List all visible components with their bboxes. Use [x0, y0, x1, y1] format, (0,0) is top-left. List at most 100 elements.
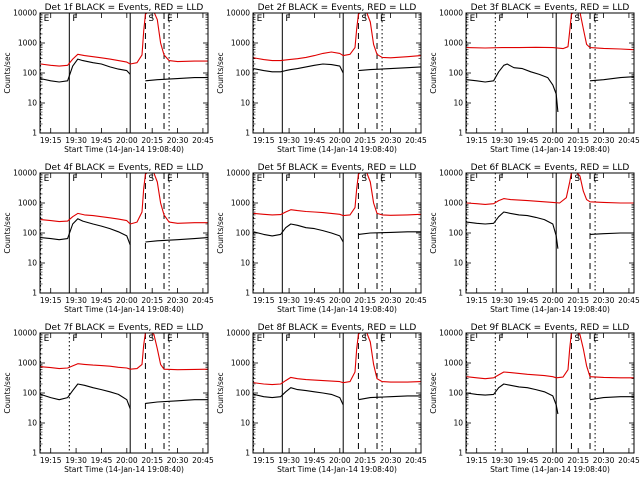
x-tick-label: 20:45 [618, 296, 640, 305]
x-tick-label: 19:45 [517, 296, 539, 305]
chart-title: Det 6f BLACK = Events, RED = LLD [471, 163, 630, 173]
marker-label: E [470, 14, 476, 24]
x-tick-label: 20:00 [116, 136, 138, 145]
y-tick-label: 1000 [444, 39, 463, 48]
plot-frame [39, 12, 209, 134]
chart-title: Det 3f BLACK = Events, RED = LLD [471, 3, 630, 13]
chart-title: Det 1f BLACK = Events, RED = LLD [45, 3, 204, 13]
chart-title: Det 5f BLACK = Events, RED = LLD [258, 163, 417, 173]
marker-label: F [72, 174, 77, 184]
chart-title: Det 8f BLACK = Events, RED = LLD [258, 323, 417, 333]
marker-label: F [498, 14, 503, 24]
x-axis-label: Start Time (14-Jan-14 19:08:40) [64, 465, 184, 474]
marker-label: E [470, 334, 476, 344]
x-tick-label: 20:15 [141, 296, 163, 305]
y-tick-label: 10000 [226, 329, 250, 338]
x-tick-label: 20:00 [542, 136, 564, 145]
x-tick-label: 19:15 [253, 136, 275, 145]
y-tick-label: 1 [458, 129, 463, 138]
x-tick-label: 19:15 [253, 296, 275, 305]
x-axis-label: Start Time (14-Jan-14 19:08:40) [490, 145, 610, 154]
marker-label: F [285, 14, 290, 24]
y-tick-label: 10 [27, 419, 37, 428]
marker-label: E [593, 334, 599, 344]
marker-label: F [72, 14, 77, 24]
y-tick-label: 1 [245, 129, 250, 138]
x-tick-label: 20:00 [329, 136, 351, 145]
x-tick-label: 19:45 [91, 136, 113, 145]
series-line-lld [253, 13, 421, 62]
marker-label: E [380, 14, 386, 24]
chart-panel-2: Det 2f BLACK = Events, RED = LLD 1 10 100 10… [216, 3, 427, 154]
chart-panel-8: Det 8f BLACK = Events, RED = LLD 1 10 100 10… [216, 323, 427, 474]
marker-label: E [593, 14, 599, 24]
x-tick-label: 20:15 [141, 456, 163, 465]
y-tick-label: 1000 [18, 359, 37, 368]
x-tick-label: 20:15 [354, 456, 376, 465]
chart-panel-4: Det 4f BLACK = Events, RED = LLD 1 10 100 10… [3, 163, 214, 314]
marker-label: E [593, 174, 599, 184]
chart-panel-9: Det 9f BLACK = Events, RED = LLD 1 10 100 10… [429, 323, 640, 474]
y-tick-label: 1000 [231, 199, 250, 208]
x-tick-label: 20:45 [618, 136, 640, 145]
x-tick-label: 20:00 [329, 296, 351, 305]
chart-panel-5: Det 5f BLACK = Events, RED = LLD 1 10 100 10… [216, 163, 427, 314]
y-tick-label: 1000 [444, 359, 463, 368]
x-tick-label: 19:30 [491, 136, 513, 145]
x-tick-label: 20:45 [405, 456, 427, 465]
x-tick-label: 19:45 [304, 296, 326, 305]
plot-frame [465, 172, 635, 294]
x-tick-label: 20:30 [593, 296, 615, 305]
y-tick-label: 10000 [439, 329, 463, 338]
chart-panel-7: Det 7f BLACK = Events, RED = LLD 1 10 100 10… [3, 323, 214, 474]
x-tick-label: 19:15 [40, 296, 62, 305]
series-group [466, 333, 634, 415]
series-line-events [253, 63, 421, 74]
series-line-events [253, 387, 421, 406]
x-axis-label: Start Time (14-Jan-14 19:08:40) [277, 465, 397, 474]
series-line-events [40, 218, 208, 246]
y-axis-label: Counts/sec [429, 372, 438, 413]
x-tick-label: 19:15 [466, 456, 488, 465]
marker-label: E [257, 14, 263, 24]
x-tick-label: 20:30 [167, 456, 189, 465]
chart-title: Det 9f BLACK = Events, RED = LLD [471, 323, 630, 333]
marker-label: S [148, 334, 154, 344]
marker-label: E [470, 174, 476, 184]
x-tick-label: 20:00 [116, 296, 138, 305]
y-axis-label: Counts/sec [429, 52, 438, 93]
x-tick-label: 19:30 [278, 296, 300, 305]
series-group [253, 13, 421, 74]
x-tick-label: 20:00 [329, 456, 351, 465]
y-tick-label: 10 [453, 259, 463, 268]
chart-panel-1: Det 1f BLACK = Events, RED = LLD 1 10 100 10… [3, 3, 214, 154]
y-axis-label: Counts/sec [3, 372, 12, 413]
y-axis-label: Counts/sec [3, 52, 12, 93]
marker-label: S [574, 14, 580, 24]
series-line-lld [466, 173, 634, 205]
y-tick-label: 10 [240, 419, 250, 428]
x-tick-label: 19:30 [65, 136, 87, 145]
marker-label: E [380, 174, 386, 184]
series-line-lld [253, 173, 421, 217]
series-group [466, 173, 634, 249]
series-line-events [466, 211, 634, 249]
marker-label: E [44, 174, 50, 184]
y-tick-label: 1 [32, 129, 37, 138]
x-tick-label: 20:30 [593, 136, 615, 145]
series-line-events [40, 58, 208, 83]
x-tick-label: 20:45 [405, 136, 427, 145]
series-line-events [40, 383, 208, 409]
series-group [466, 13, 634, 113]
series-line-lld [40, 13, 208, 67]
chart-panel-3: Det 3f BLACK = Events, RED = LLD 1 10 100 10… [429, 3, 640, 154]
plot-frame [465, 332, 635, 454]
y-tick-label: 1 [32, 289, 37, 298]
chart-title: Det 7f BLACK = Events, RED = LLD [45, 323, 204, 333]
y-tick-label: 100 [236, 69, 251, 78]
marker-label: S [574, 334, 580, 344]
x-tick-label: 19:15 [40, 456, 62, 465]
y-tick-label: 10 [453, 419, 463, 428]
x-tick-label: 20:15 [354, 296, 376, 305]
x-tick-label: 19:15 [40, 136, 62, 145]
